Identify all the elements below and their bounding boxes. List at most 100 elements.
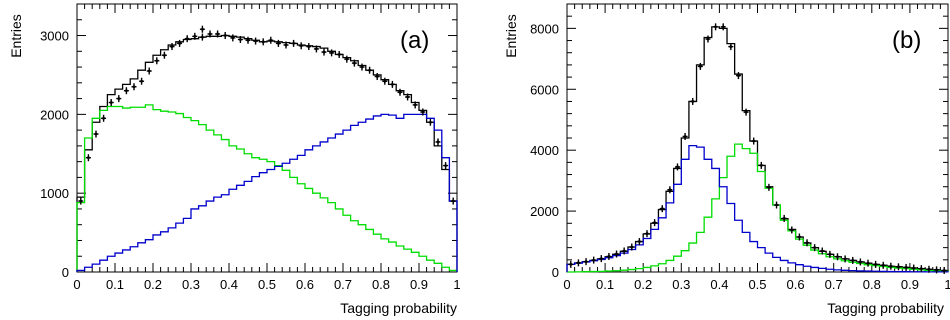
panel-b-x-tick-label: 1	[944, 277, 950, 292]
panel-b-x-tick-label: 0.4	[710, 277, 728, 292]
panel-b-y-tick-label: 0	[552, 265, 559, 280]
panel-b-data-point	[713, 23, 719, 31]
panel-a-data-point	[101, 114, 107, 122]
panel-a-data-point	[283, 41, 289, 49]
panel-b-data-point	[888, 262, 894, 270]
panel-b-data-point	[674, 163, 680, 171]
panel-b-data-point	[796, 233, 802, 241]
panel-b-series-1-histogram	[567, 143, 949, 273]
panel-a-data-point	[420, 108, 426, 116]
panel-a-y-tick-label: 1000	[40, 186, 69, 201]
panel-b-data-point	[751, 137, 757, 145]
panel-a-data-point	[184, 35, 190, 43]
panel-b-data-point	[880, 261, 886, 269]
panel-a-data-point	[435, 138, 441, 146]
panel-a-data-point	[298, 42, 304, 50]
panel-b-data-point	[804, 239, 810, 247]
panel-a-data-point	[359, 63, 365, 71]
panel-a-data-point	[443, 162, 449, 170]
panel-b-y-tick-label: 2000	[530, 204, 559, 219]
panel-a-x-tick-label: 0.7	[334, 277, 352, 292]
panel-b-data-point	[819, 247, 825, 255]
panel-b-data-point	[941, 266, 947, 274]
panel-a-data-point	[268, 36, 274, 44]
panel-b-data-point	[934, 266, 940, 274]
panel-b-x-tick-label: 0.1	[596, 277, 614, 292]
panel-a-data-point	[237, 35, 243, 43]
panel-b-x-tick-label: 0.7	[825, 277, 843, 292]
panel-b-x-tick-label: 0	[563, 277, 570, 292]
panel-b-data-point	[636, 238, 642, 246]
panel-b-data-point	[667, 186, 673, 194]
panel-a-x-tick-label: 0.3	[182, 277, 200, 292]
panel-b-data-point	[758, 161, 764, 169]
panel-a-x-tick-label: 0.1	[106, 277, 124, 292]
panel-b-data-point	[614, 250, 620, 258]
panel-b-data-point	[728, 43, 734, 51]
panel-b: Entries Tagging probability (b) 0 0.1 0.2 0…	[503, 3, 950, 316]
panel-b-data-point	[591, 256, 597, 264]
panel-a-data-point	[412, 101, 418, 109]
panel-a-data-point	[177, 39, 183, 47]
panel-b-x-tick-label: 0.3	[672, 277, 690, 292]
panel-b-data-point	[621, 247, 627, 255]
panel-a-series-2-histogram	[76, 113, 458, 272]
panel-b-x-tick-label: 0.5	[748, 277, 766, 292]
panel-b-data-point	[789, 226, 795, 234]
panel-b-series-0-histogram	[566, 26, 949, 272]
panel-b-data-point	[865, 259, 871, 267]
panel-a-data-point	[85, 154, 91, 162]
panel-a-label: (a)	[400, 27, 429, 54]
panel-b-y-tick-label: 8000	[530, 21, 559, 36]
panel-a-x-tick-label: 0.2	[144, 277, 162, 292]
panel-a-data-point	[131, 83, 137, 91]
panel-b-x-tick-label: 0.9	[901, 277, 919, 292]
panel-a-data-point	[222, 32, 228, 40]
panel-a-data-point	[351, 59, 357, 67]
panel-b-data-point	[583, 258, 589, 266]
panel-b-data-point	[720, 23, 726, 31]
panel-a-x-tick-label: 1	[453, 277, 460, 292]
panel-a-y-tick-label: 0	[62, 265, 69, 280]
panel-b-data-point	[926, 265, 932, 273]
panel-b-y-tick-label: 6000	[530, 82, 559, 97]
panel-a-data-point	[389, 80, 395, 88]
panel-b-xlabel: Tagging probability	[827, 300, 944, 316]
panel-b-x-tick-label: 0.8	[863, 277, 881, 292]
panel-b-x-tick-label: 0.2	[634, 277, 652, 292]
panel-b-series-2-histogram	[566, 144, 949, 273]
panel-b-data-point	[842, 255, 848, 263]
panel-a-data-point	[245, 36, 251, 44]
panel-a-data-point	[313, 45, 319, 53]
panel-b-data-point	[644, 230, 650, 238]
panel-b-data-point	[857, 258, 863, 266]
panel-a-series-1-histogram	[76, 104, 458, 272]
panel-b-data-point	[873, 260, 879, 268]
panel-a-x-tick-label: 0	[73, 277, 80, 292]
panel-b-data-point	[766, 183, 772, 191]
panel-a-x-tick-label: 0.4	[220, 277, 238, 292]
panel-b-data-point	[827, 250, 833, 258]
panel-a-data-point	[192, 32, 198, 40]
panel-b-x-tick-label: 0.6	[787, 277, 805, 292]
panel-b-ylabel: Entries	[503, 14, 519, 58]
panel-b-data-point	[812, 244, 818, 252]
panel-a-data-point	[321, 48, 327, 56]
panel-b-data-point	[629, 243, 635, 251]
panel-b-data-point	[705, 35, 711, 43]
panel-a-data-point	[123, 87, 129, 95]
panel-b-data-point	[835, 253, 841, 261]
panel-a-data-point	[405, 93, 411, 101]
panel-b-y-tick-label: 4000	[530, 143, 559, 158]
panel-a-data-point	[450, 197, 456, 205]
panel-a-data-point	[344, 55, 350, 63]
panel-b-data-point	[781, 214, 787, 222]
panel-a-x-tick-label: 0.5	[258, 277, 276, 292]
panel-a-data-point	[374, 73, 380, 81]
panel-b-data-point	[735, 72, 741, 80]
panel-b-data-point	[903, 263, 909, 271]
panel-a-data-point	[291, 39, 297, 47]
panel-b-data-point	[682, 132, 688, 140]
panel-a-data-point	[329, 49, 335, 57]
panel-a-x-tick-label: 0.9	[410, 277, 428, 292]
